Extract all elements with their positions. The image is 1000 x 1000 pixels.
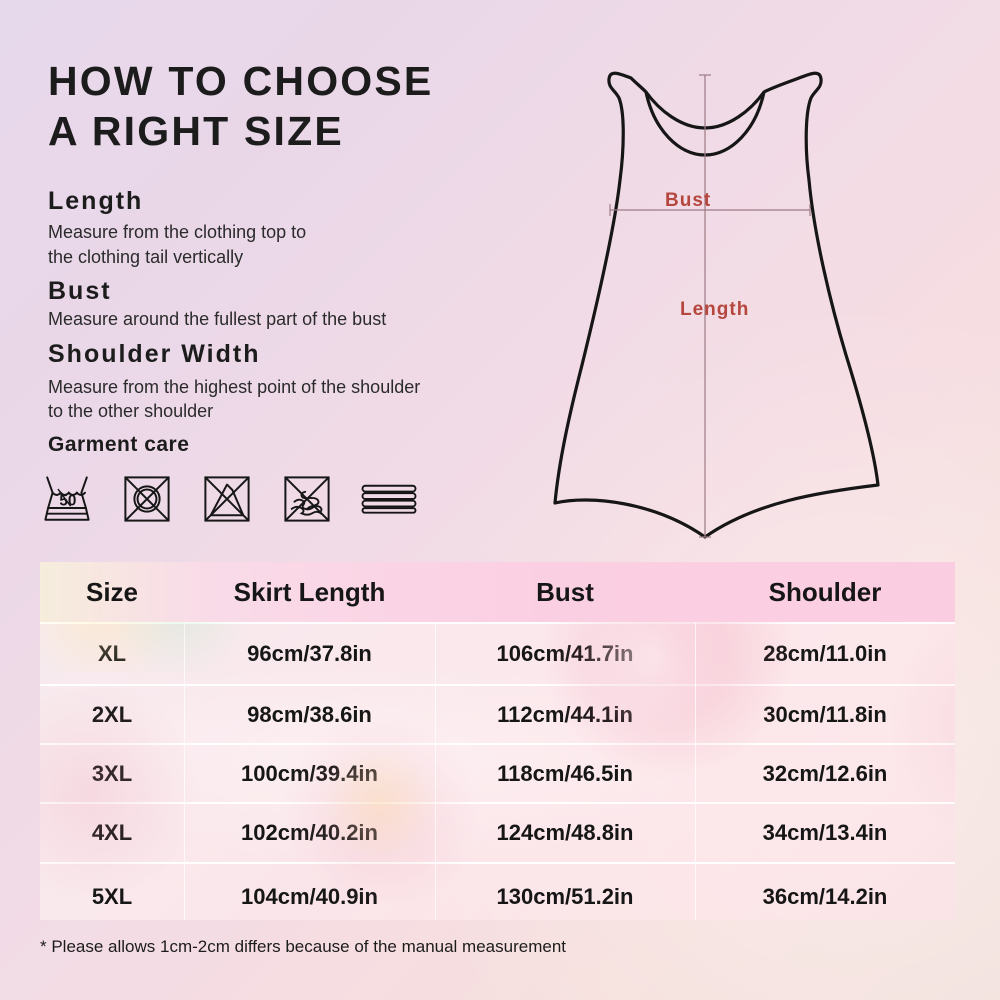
svg-text:Bust: Bust [665, 190, 711, 211]
svg-text:50: 50 [59, 492, 76, 509]
svg-text:Length: Length [680, 299, 749, 320]
